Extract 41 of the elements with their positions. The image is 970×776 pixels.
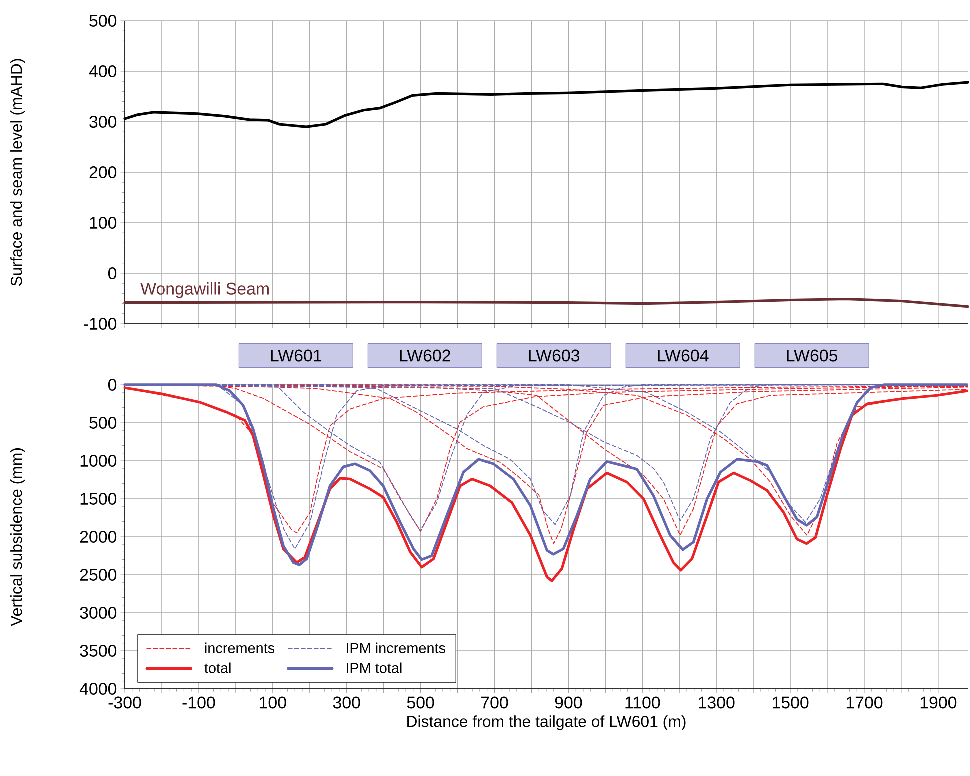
y-tick-label: -100	[84, 318, 117, 330]
x-tick-label: -100	[182, 696, 216, 709]
x-tick-label: -300	[108, 696, 142, 709]
x-tick-label: 1100	[626, 696, 660, 709]
y-axis-title: Vertical subsidence (mm)	[10, 448, 26, 626]
text: LW604	[658, 350, 709, 362]
x-tick-label: 300	[333, 696, 360, 709]
text: LW603	[529, 350, 580, 362]
y-tick-label: 1500	[80, 492, 117, 505]
x-tick-label: 1500	[772, 696, 809, 709]
text: LW605	[787, 350, 838, 362]
y-tick-label: 500	[90, 416, 117, 429]
y-tick-label: 2000	[80, 530, 117, 543]
y-tick-label: 2500	[80, 568, 117, 581]
legend-label: total	[204, 662, 231, 674]
y-tick-label: 0	[108, 267, 117, 280]
y-axis-title: Surface and seam level (mAHD)	[10, 59, 26, 286]
x-tick-label: 100	[260, 696, 286, 709]
x-tick-label: 700	[481, 696, 508, 709]
text: LW601	[271, 350, 322, 362]
y-tick-label: 0	[108, 378, 117, 391]
legend-label: IPM total	[347, 662, 402, 674]
y-tick-label: 100	[90, 216, 117, 229]
y-tick-label: 400	[89, 65, 117, 78]
y-tick-label: 3000	[80, 606, 117, 619]
x-tick-label: 500	[407, 696, 434, 709]
x-tick-label: 900	[555, 696, 582, 709]
x-tick-label: 1700	[846, 696, 883, 709]
y-tick-label: 1000	[80, 454, 117, 467]
y-tick-label: 500	[90, 14, 117, 27]
x-axis-title: Distance from the tailgate of LW601 (m)	[408, 716, 686, 730]
y-tick-label: 3500	[80, 644, 117, 657]
x-tick-label: 1300	[699, 696, 735, 709]
y-tick-label: 200	[90, 166, 117, 178]
x-tick-label: 1900	[920, 696, 957, 709]
legend-label: IPM increments	[347, 642, 446, 654]
y-tick-label: 4000	[80, 682, 117, 695]
y-tick-label: 300	[90, 116, 117, 128]
legend-label: increments	[205, 642, 275, 654]
text: LW602	[400, 350, 450, 362]
series-label: Wongawilli Seam	[140, 282, 269, 298]
